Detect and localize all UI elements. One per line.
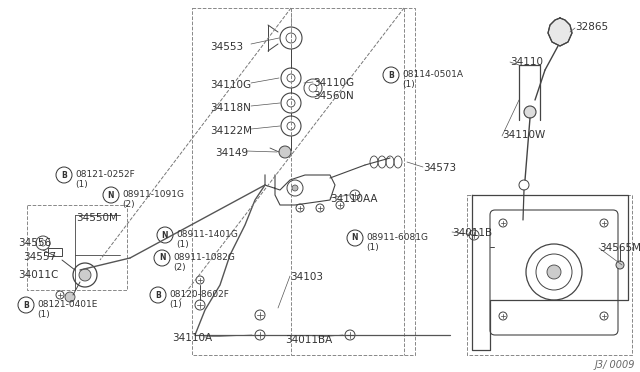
Text: 34550M: 34550M xyxy=(76,213,118,223)
Text: 34110W: 34110W xyxy=(502,130,545,140)
Circle shape xyxy=(524,106,536,118)
Circle shape xyxy=(616,261,624,269)
Text: 34122M: 34122M xyxy=(210,126,252,136)
Circle shape xyxy=(79,269,91,281)
Text: 34011BA: 34011BA xyxy=(285,335,332,345)
Bar xyxy=(192,8,415,355)
Text: N: N xyxy=(108,190,115,199)
Text: 32865: 32865 xyxy=(575,22,608,32)
Circle shape xyxy=(279,146,291,158)
Text: 34011C: 34011C xyxy=(18,270,58,280)
Text: 34011B: 34011B xyxy=(452,228,492,238)
Text: 34103: 34103 xyxy=(290,272,323,282)
Text: 34110: 34110 xyxy=(510,57,543,67)
Text: 34110A: 34110A xyxy=(172,333,212,343)
Bar xyxy=(467,195,632,355)
Text: 08121-0252F
(1): 08121-0252F (1) xyxy=(75,170,135,189)
Text: 34110G: 34110G xyxy=(313,78,354,88)
Text: B: B xyxy=(155,291,161,299)
Text: J3/ 0009: J3/ 0009 xyxy=(595,360,636,370)
Text: N: N xyxy=(162,231,168,240)
Text: 34118N: 34118N xyxy=(210,103,251,113)
Text: 34573: 34573 xyxy=(423,163,456,173)
Bar xyxy=(48,248,62,256)
Circle shape xyxy=(65,292,75,302)
Text: 08114-0501A
(1): 08114-0501A (1) xyxy=(402,70,463,89)
Text: 34110AA: 34110AA xyxy=(330,194,378,204)
Text: B: B xyxy=(23,301,29,310)
Text: 08911-1401G
(1): 08911-1401G (1) xyxy=(176,230,238,249)
Circle shape xyxy=(547,265,561,279)
Text: 34110G: 34110G xyxy=(210,80,251,90)
Text: B: B xyxy=(61,170,67,180)
Text: 34565M: 34565M xyxy=(599,243,640,253)
Text: N: N xyxy=(352,234,358,243)
Text: N: N xyxy=(159,253,165,263)
Text: 34557: 34557 xyxy=(23,252,56,262)
Text: 08911-1082G
(2): 08911-1082G (2) xyxy=(173,253,235,272)
Text: 34560N: 34560N xyxy=(313,91,354,101)
Bar xyxy=(27,205,127,290)
Text: 08121-0401E
(1): 08121-0401E (1) xyxy=(37,300,97,320)
Circle shape xyxy=(292,185,298,191)
Text: 08911-1091G
(2): 08911-1091G (2) xyxy=(122,190,184,209)
Text: 08911-6081G
(1): 08911-6081G (1) xyxy=(366,233,428,252)
Text: 34553: 34553 xyxy=(210,42,243,52)
Text: 34556: 34556 xyxy=(18,238,51,248)
Text: 34149: 34149 xyxy=(215,148,248,158)
Text: 08120-8602F
(1): 08120-8602F (1) xyxy=(169,290,229,310)
PathPatch shape xyxy=(548,18,572,46)
Text: B: B xyxy=(388,71,394,80)
